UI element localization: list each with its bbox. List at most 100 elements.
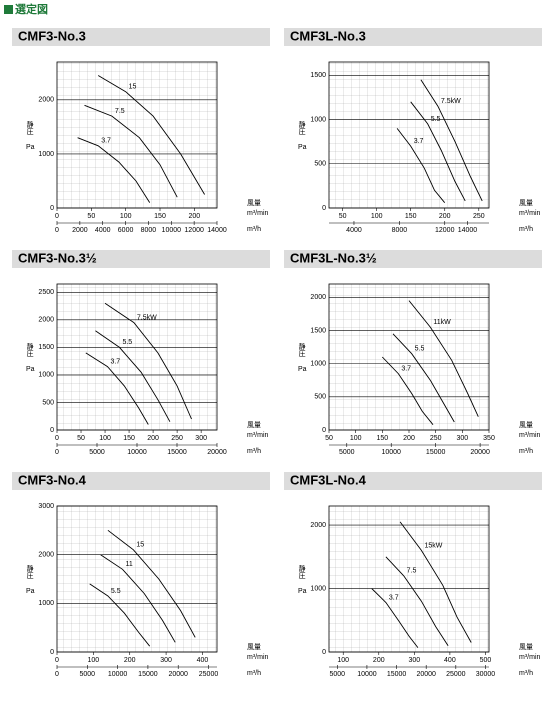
- x-unit: m³/min: [519, 210, 540, 217]
- fan-curve: [420, 79, 483, 202]
- x2-tick-label: 15000: [426, 449, 446, 456]
- curve-label: 15: [129, 84, 137, 91]
- x-tick-label: 50: [87, 213, 95, 220]
- curve-label: 5.5: [111, 588, 121, 595]
- x-tick-label: 0: [55, 657, 59, 664]
- y-tick-label: 2500: [38, 289, 54, 296]
- x2-unit: m³/h: [519, 670, 533, 677]
- header-title: 選定図: [15, 2, 48, 16]
- y-tick-label: 1500: [310, 327, 326, 334]
- curve-label: 7.5: [115, 108, 125, 115]
- y-tick-label: 500: [314, 161, 326, 168]
- y-tick-label: 0: [50, 205, 54, 212]
- x2-tick-label: 5000: [89, 449, 105, 456]
- x-tick-label: 300: [408, 657, 420, 664]
- title-band: [284, 250, 542, 268]
- x2-tick-label: 15000: [387, 671, 407, 678]
- y-unit: Pa: [26, 366, 35, 373]
- x-tick-label: 500: [480, 657, 492, 664]
- x-tick-label: 150: [376, 435, 388, 442]
- y-tick-label: 1000: [38, 600, 54, 607]
- y-tick-label: 500: [314, 394, 326, 401]
- x-tick-label: 150: [123, 435, 135, 442]
- title-band: [12, 472, 270, 490]
- x2-tick-label: 20000: [416, 671, 436, 678]
- x-tick-label: 350: [483, 435, 495, 442]
- y-label: 静圧: [298, 342, 306, 358]
- x-tick-label: 150: [405, 213, 417, 220]
- x2-unit: m³/h: [247, 670, 261, 677]
- x-tick-label: 400: [444, 657, 456, 664]
- x-unit: m³/min: [247, 654, 268, 661]
- curve-label: 7.5: [407, 568, 417, 575]
- x2-tick-label: 5000: [330, 671, 346, 678]
- x-tick-label: 300: [456, 435, 468, 442]
- minor-grid: [329, 62, 489, 208]
- curve-label: 15: [136, 542, 144, 549]
- x-tick-label: 200: [147, 435, 159, 442]
- x-tick-label: 100: [337, 657, 349, 664]
- x-unit: m³/min: [519, 432, 540, 439]
- x2-tick-label: 20000: [207, 449, 227, 456]
- minor-grid: [329, 284, 489, 430]
- x2-unit: m³/h: [247, 226, 261, 233]
- x2-tick-label: 25000: [446, 671, 466, 678]
- x2-tick-label: 4000: [95, 227, 111, 234]
- x2-tick-label: 4000: [346, 227, 362, 234]
- y-tick-label: 500: [42, 399, 54, 406]
- curve-label: 3.7: [110, 358, 120, 365]
- fan-curve: [396, 128, 446, 203]
- fan-curve: [84, 104, 178, 198]
- y-tick-label: 2000: [38, 317, 54, 324]
- y-tick-label: 1500: [38, 344, 54, 351]
- x2-tick-label: 10000: [127, 449, 147, 456]
- x-label: 風量: [247, 199, 261, 207]
- x-tick-label: 50: [325, 435, 333, 442]
- x2-tick-label: 15000: [138, 671, 158, 678]
- fan-curve: [385, 556, 449, 646]
- y-tick-label: 0: [322, 205, 326, 212]
- x-tick-label: 250: [473, 213, 485, 220]
- fan-curve: [107, 529, 196, 638]
- x-tick-label: 250: [430, 435, 442, 442]
- x-label: 風量: [247, 421, 261, 429]
- minor-grid: [329, 506, 489, 652]
- curve-label: 5.5: [431, 116, 441, 123]
- x2-tick-label: 20000: [470, 449, 490, 456]
- x-tick-label: 250: [171, 435, 183, 442]
- x2-tick-label: 30000: [476, 671, 496, 678]
- y-tick-label: 1000: [310, 116, 326, 123]
- x2-unit: m³/h: [519, 226, 533, 233]
- x2-tick-label: 10000: [381, 449, 401, 456]
- y-unit: Pa: [298, 366, 307, 373]
- fan-curve: [410, 101, 466, 202]
- x-tick-label: 300: [160, 657, 172, 664]
- x-tick-label: 100: [88, 657, 100, 664]
- fan-curve: [371, 588, 419, 648]
- fan-curve: [95, 330, 171, 422]
- chart-title: CMF3L-No.3: [290, 28, 366, 43]
- fan-curve: [97, 75, 205, 195]
- title-band: [284, 28, 542, 46]
- x2-tick-label: 0: [55, 449, 59, 456]
- x2-tick-label: 2000: [72, 227, 88, 234]
- y-tick-label: 0: [322, 427, 326, 434]
- y-unit: Pa: [298, 144, 307, 151]
- x2-tick-label: 12000: [184, 227, 204, 234]
- x-tick-label: 300: [195, 435, 207, 442]
- x-tick-label: 100: [120, 213, 132, 220]
- x-tick-label: 100: [99, 435, 111, 442]
- y-tick-label: 1000: [310, 585, 326, 592]
- fan-curve: [100, 554, 176, 643]
- x-tick-label: 200: [403, 435, 415, 442]
- fan-curve: [392, 333, 455, 423]
- x2-tick-label: 10000: [108, 671, 128, 678]
- x-tick-label: 0: [55, 435, 59, 442]
- x-tick-label: 0: [55, 213, 59, 220]
- x2-tick-label: 12000: [435, 227, 455, 234]
- x-label: 風量: [519, 643, 533, 651]
- curve-label: 15kW: [424, 542, 442, 549]
- y-unit: Pa: [26, 144, 35, 151]
- x-tick-label: 200: [188, 213, 200, 220]
- y-tick-label: 1000: [310, 360, 326, 367]
